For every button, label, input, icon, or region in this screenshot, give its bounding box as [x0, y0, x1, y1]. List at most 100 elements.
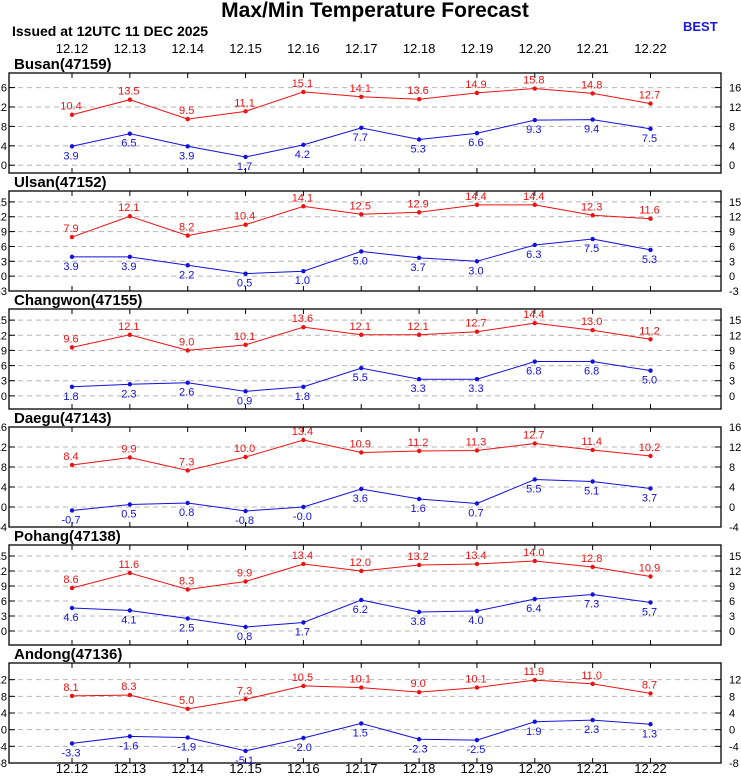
- top-date-label: 12.17: [345, 41, 378, 56]
- min-temp-point: [301, 620, 306, 625]
- max-temp-label: 15.1: [292, 78, 313, 90]
- max-temp-label: 13.0: [581, 316, 602, 328]
- min-temp-label: 3.9: [63, 261, 78, 273]
- min-temp-point: [127, 608, 133, 613]
- y-tick-label-left: 12: [0, 330, 7, 342]
- y-tick-label-right: 0: [729, 391, 735, 403]
- max-temp-point: [474, 561, 480, 567]
- top-date-label: 12.12: [56, 41, 89, 56]
- max-temp-label: 10.1: [234, 331, 255, 343]
- min-temp-label: -0.8: [235, 515, 254, 527]
- max-temp-label: 14.4: [523, 191, 544, 203]
- max-temp-label: 11.4: [581, 436, 602, 448]
- min-temp-point: [185, 616, 190, 621]
- min-temp-label: 7.5: [642, 133, 657, 145]
- min-temp-label: 0.9: [237, 395, 252, 407]
- max-temp-point: [127, 570, 133, 576]
- max-temp-point: [359, 332, 364, 337]
- min-temp-point: [474, 737, 480, 743]
- y-tick-label-left: -4: [0, 522, 7, 534]
- min-temp-label: 4.1: [121, 615, 136, 627]
- max-temp-point: [301, 324, 306, 330]
- max-temp-point: [127, 332, 133, 337]
- max-temp-label: 7.3: [179, 457, 194, 469]
- max-temp-point: [243, 697, 248, 702]
- panel-frame: [8, 426, 722, 528]
- y-tick-label-left: 15: [0, 315, 7, 327]
- min-temp-label: 2.3: [121, 388, 136, 400]
- y-tick-label-right: 16: [729, 422, 741, 434]
- max-temp-label: 12.7: [523, 430, 544, 442]
- max-temp-label: 12.7: [465, 318, 486, 330]
- max-temp-point: [301, 561, 306, 567]
- y-tick-label-left: 12: [0, 442, 7, 454]
- min-temp-label: -1.6: [119, 740, 138, 752]
- max-temp-label: 9.5: [179, 105, 194, 117]
- min-temp-point: [69, 384, 75, 389]
- chart-title: Max/Min Temperature Forecast: [221, 0, 529, 22]
- min-temp-label: 1.5: [353, 727, 368, 739]
- max-temp-label: 9.0: [410, 678, 425, 690]
- bottom-date-label: 12.15: [229, 761, 262, 776]
- max-temp-point: [69, 112, 75, 117]
- y-tick-label-right: 16: [729, 83, 741, 95]
- max-temp-point: [532, 441, 537, 446]
- min-temp-point: [590, 359, 595, 364]
- y-tick-label-right: 0: [729, 271, 735, 283]
- y-tick-label-right: 4: [729, 141, 735, 153]
- max-temp-point: [648, 453, 653, 459]
- min-temp-point: [416, 609, 422, 615]
- min-temp-point: [69, 144, 75, 149]
- min-temp-point: [416, 255, 422, 261]
- max-temp-point: [590, 447, 595, 453]
- max-temp-label: 8.2: [179, 222, 194, 234]
- top-date-label: 12.15: [229, 41, 262, 56]
- min-temp-label: 6.4: [526, 603, 541, 615]
- max-temp-label: 9.0: [179, 336, 194, 348]
- max-temp-point: [243, 454, 248, 460]
- bottom-date-label: 12.20: [519, 761, 552, 776]
- max-temp-point: [301, 437, 306, 443]
- min-temp-label: 1.8: [295, 391, 310, 403]
- y-tick-label-right: 6: [729, 361, 735, 373]
- min-temp-label: 4.6: [63, 612, 78, 624]
- station-panels: Busan(47159) 0 0 4 4 8 8 12 12 16 16 10.4 13.5 9.5 11.…: [0, 56, 741, 770]
- min-temp-point: [69, 254, 75, 260]
- min-temp-point: [590, 479, 595, 484]
- min-temp-point: [127, 254, 133, 260]
- y-tick-label-left: 4: [1, 482, 7, 494]
- panel-frame: [8, 190, 722, 292]
- y-tick-label-left: 12: [0, 212, 7, 224]
- y-tick-label-right: 15: [729, 315, 741, 327]
- top-date-label: 12.14: [171, 41, 204, 56]
- min-temp-point: [359, 597, 364, 603]
- max-temp-point: [648, 216, 653, 221]
- min-temp-label: -0.7: [62, 515, 81, 527]
- panel-frame: [8, 308, 722, 410]
- max-temp-label: 13.4: [465, 550, 486, 562]
- min-temp-point: [416, 377, 422, 382]
- min-temp-label: 0.7: [468, 508, 483, 520]
- bottom-date-label: 12.17: [345, 761, 378, 776]
- min-temp-point: [359, 486, 364, 492]
- max-temp-label: 12.1: [118, 321, 139, 333]
- max-temp-point: [69, 234, 75, 240]
- min-temp-label: 4.0: [468, 615, 483, 627]
- min-temp-point: [185, 144, 190, 149]
- station-name: Pohang(47138): [14, 528, 121, 545]
- max-temp-label: 7.9: [63, 223, 78, 235]
- y-tick-label-right: -8: [729, 758, 739, 770]
- y-tick-label-right: 12: [729, 566, 741, 578]
- min-temp-point: [648, 368, 653, 373]
- min-temp-point: [416, 737, 422, 742]
- y-tick-label-right: 8: [729, 691, 735, 703]
- min-temp-label: -3.3: [62, 747, 81, 759]
- min-temp-label: 1.3: [642, 728, 657, 740]
- max-temp-point: [359, 568, 364, 574]
- y-tick-label-left: 0: [1, 502, 7, 514]
- y-tick-label-right: 12: [729, 212, 741, 224]
- min-temp-label: 6.2: [353, 604, 368, 616]
- max-temp-label: 11.1: [234, 97, 255, 109]
- min-temp-point: [648, 126, 653, 132]
- max-temp-label: 9.9: [237, 568, 252, 580]
